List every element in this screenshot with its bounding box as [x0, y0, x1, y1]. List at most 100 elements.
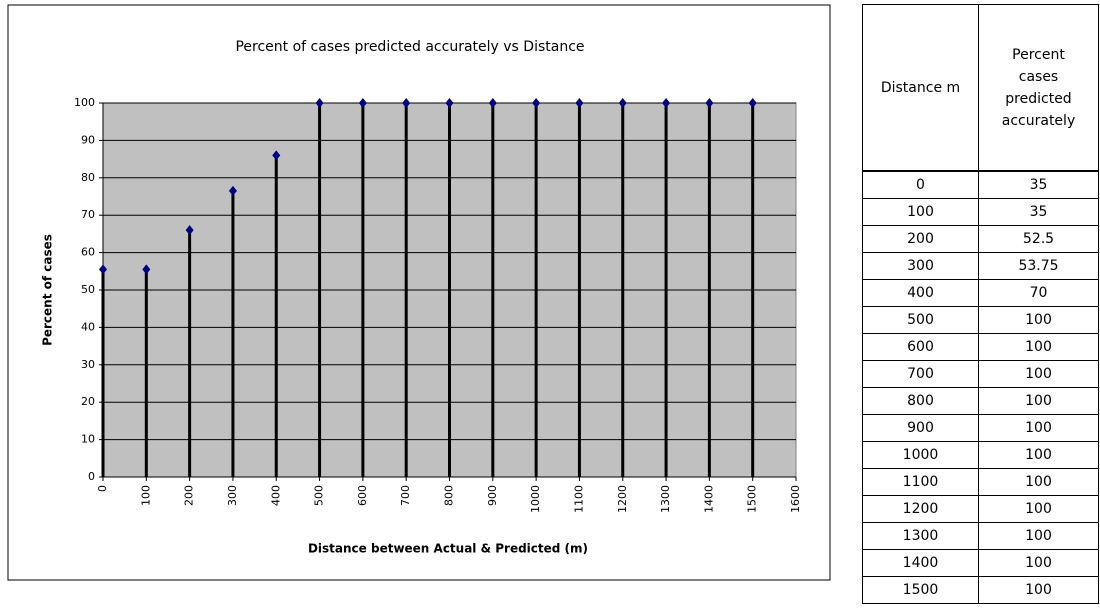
table-row: 1300 100 — [862, 522, 1099, 550]
table-row: 0 35 — [862, 170, 1099, 199]
table-row: 1200 100 — [862, 495, 1099, 523]
table-cell: 200 — [862, 225, 979, 253]
y-tick-label: 40 — [81, 320, 95, 333]
table-cell: 100 — [978, 576, 1099, 604]
x-tick-label: 1100 — [572, 485, 585, 513]
table-cell: 100 — [978, 549, 1099, 577]
data-point — [142, 264, 151, 275]
y-tick-label: 30 — [81, 358, 95, 371]
table-row: 400 70 — [862, 279, 1099, 307]
table-cell: 100 — [978, 495, 1099, 523]
data-point — [575, 98, 584, 108]
table-cell: 600 — [862, 333, 979, 361]
x-tick-label: 700 — [399, 485, 412, 506]
data-point — [272, 150, 281, 161]
table-row: 100 35 — [862, 198, 1099, 226]
x-tick-label: 200 — [183, 485, 196, 506]
table-row: 1500 100 — [862, 576, 1099, 604]
table-cell: 0 — [862, 170, 979, 199]
table-cell: 1100 — [862, 468, 979, 496]
x-tick-label: 1500 — [746, 485, 759, 513]
chart-title: Percent of cases predicted accurately vs… — [235, 39, 584, 55]
data-point — [99, 264, 107, 275]
chart: Percent of cases predicted accurately vs… — [7, 4, 831, 581]
y-tick-label: 90 — [81, 133, 95, 146]
table-cell: 35 — [978, 198, 1099, 226]
table-row: 200 52.5 — [862, 225, 1099, 253]
y-tick-label: 10 — [81, 433, 95, 446]
y-tick-label: 100 — [74, 96, 95, 109]
table-cell: 35 — [978, 170, 1099, 199]
y-tick-label: 60 — [81, 246, 95, 259]
table-row: 1400 100 — [862, 549, 1099, 577]
table-cell: 70 — [978, 279, 1099, 307]
data-point — [358, 98, 367, 108]
data-point — [315, 98, 324, 108]
data-point — [618, 98, 627, 108]
header-row: Distance m Percent cases predicted accura… — [862, 4, 1099, 172]
x-tick-label: 500 — [313, 485, 326, 506]
data-point — [402, 98, 411, 108]
table-cell: 100 — [978, 387, 1099, 415]
table-cell: 100 — [978, 468, 1099, 496]
data-point — [662, 98, 671, 108]
x-tick-label: 1300 — [659, 485, 672, 513]
table-cell: 1200 — [862, 495, 979, 523]
data-point — [445, 98, 454, 108]
x-axis-label: Distance between Actual & Predicted (m) — [308, 542, 588, 556]
y-tick-label: 50 — [81, 283, 95, 296]
table-cell: 300 — [862, 252, 979, 280]
data-point — [705, 98, 714, 108]
table-row: 700 100 — [862, 360, 1099, 388]
x-tick-label: 1600 — [789, 485, 802, 513]
x-tick-label: 100 — [139, 485, 152, 506]
table-row: 900 100 — [862, 414, 1099, 442]
x-tick-label: 300 — [226, 485, 239, 506]
table-cell: 100 — [978, 333, 1099, 361]
data-point — [748, 98, 757, 108]
table-cell: 500 — [862, 306, 979, 334]
table-cell: 100 — [978, 414, 1099, 442]
y-tick-label: 20 — [81, 395, 95, 408]
x-tick-label: 1200 — [616, 485, 629, 513]
table-cell: 1500 — [862, 576, 979, 604]
table-cell: 1300 — [862, 522, 979, 550]
table-row: 600 100 — [862, 333, 1099, 361]
x-tick-label: 800 — [443, 485, 456, 506]
table-cell: 700 — [862, 360, 979, 388]
x-tick-label: 1400 — [702, 485, 715, 513]
data-point — [488, 98, 497, 108]
table-row: 1000 100 — [862, 441, 1099, 469]
table-cell: 1000 — [862, 441, 979, 469]
table-row: 800 100 — [862, 387, 1099, 415]
table-cell: 100 — [978, 306, 1099, 334]
header-cell: Percent cases predicted accurately — [978, 4, 1099, 172]
table-cell: 800 — [862, 387, 979, 415]
table-cell: 400 — [862, 279, 979, 307]
x-tick-label: 600 — [356, 485, 369, 506]
table-cell: 1400 — [862, 549, 979, 577]
data-point — [228, 185, 237, 196]
table-row: 500 100 — [862, 306, 1099, 334]
table-row: 300 53.75 — [862, 252, 1099, 280]
table-row: 1100 100 — [862, 468, 1099, 496]
table-cell: 100 — [978, 441, 1099, 469]
y-tick-label: 0 — [88, 470, 95, 483]
table-cell: 100 — [978, 522, 1099, 550]
table-cell: 100 — [862, 198, 979, 226]
x-tick-label: 900 — [486, 485, 499, 506]
x-tick-label: 0 — [96, 485, 109, 492]
y-tick-label: 70 — [81, 208, 95, 221]
data-point — [185, 225, 194, 236]
table-cell: 100 — [978, 360, 1099, 388]
table-cell: 900 — [862, 414, 979, 442]
x-tick-label: 400 — [269, 485, 282, 506]
header-cell: Distance m — [862, 4, 979, 172]
x-tick-label: 1000 — [529, 485, 542, 513]
y-tick-label: 80 — [81, 171, 95, 184]
table-cell: 53.75 — [978, 252, 1099, 280]
data-point — [532, 98, 541, 108]
table-cell: 52.5 — [978, 225, 1099, 253]
y-axis-label: Percent of cases — [41, 234, 55, 346]
